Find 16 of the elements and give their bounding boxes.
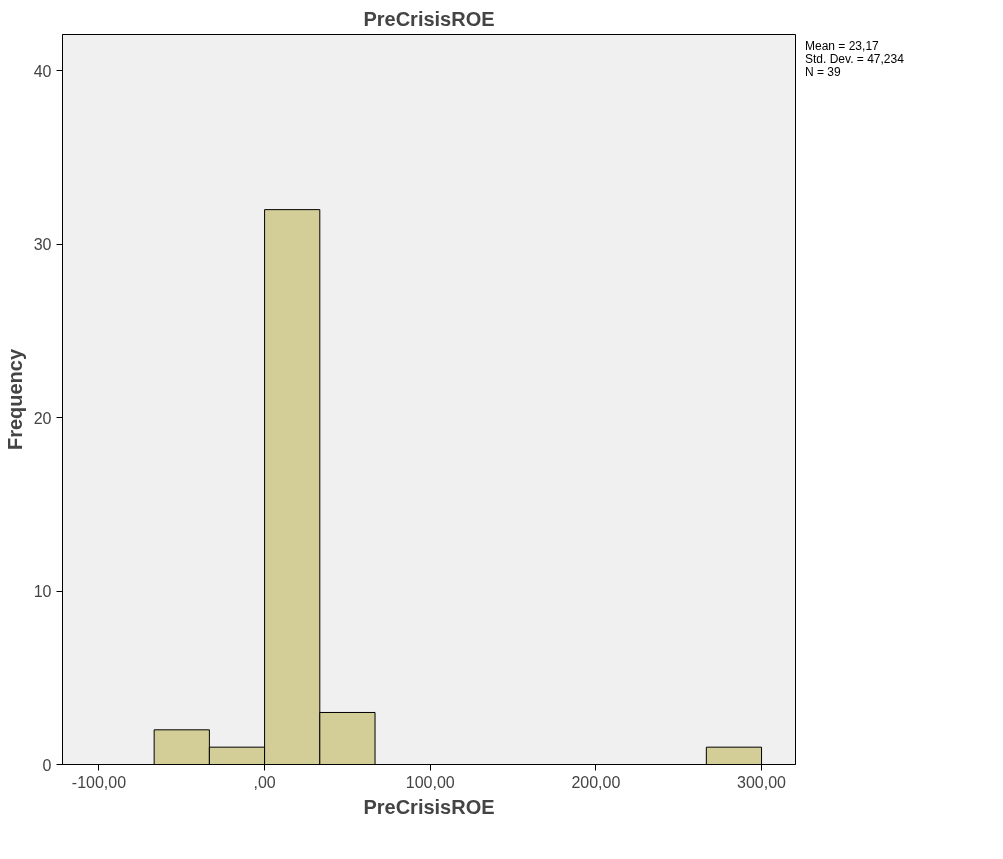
text: Std. Dev. = 47,234 (805, 52, 904, 67)
chart-title: PreCrisisROE (363, 7, 495, 30)
text: N = 39 (805, 65, 841, 80)
x-tick-label: 200,00 (571, 773, 621, 791)
x-tick-label: ,00 (253, 773, 276, 791)
x-axis-title: PreCrisisROE (363, 795, 495, 818)
y-tick-label: 40 (33, 62, 52, 80)
y-tick-label: 0 (42, 756, 52, 774)
x-tick-label: -100,00 (71, 773, 127, 791)
y-tick-label: 20 (33, 409, 52, 427)
y-tick-label: 30 (33, 236, 52, 254)
x-tick-label: 300,00 (737, 773, 787, 791)
text: Mean = 23,17 (805, 39, 879, 53)
x-tick-label: 100,00 (405, 773, 455, 791)
y-tick-label: 10 (33, 583, 52, 601)
y-axis-title: Frequency (3, 348, 26, 451)
